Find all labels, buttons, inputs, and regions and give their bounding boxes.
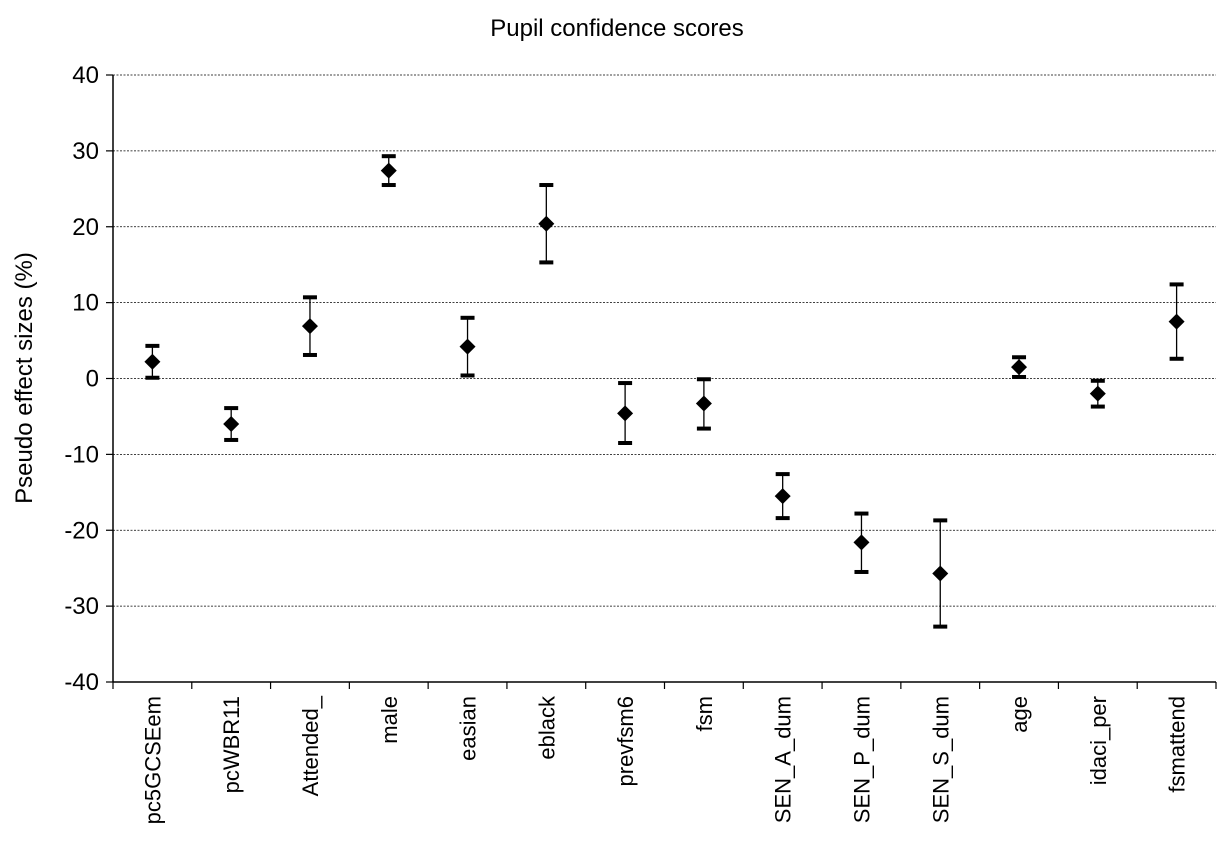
data-point — [774, 488, 791, 505]
x-tick-label: SEN_P_dum — [849, 696, 874, 823]
y-tick-label: -40 — [64, 669, 99, 696]
data-point — [301, 318, 318, 335]
data-point — [380, 162, 397, 179]
y-tick-label: 40 — [72, 62, 99, 89]
x-tick-label: Attended_ — [298, 695, 323, 796]
y-tick-label: -10 — [64, 441, 99, 468]
x-tick-label: pcWBR11 — [219, 696, 244, 793]
data-point — [538, 215, 555, 232]
data-point — [853, 534, 870, 551]
data-point — [1089, 385, 1106, 402]
y-tick-label: -20 — [64, 517, 99, 544]
gridlines — [113, 74, 1216, 607]
axes — [106, 74, 1217, 689]
x-tick-label: prevfsm6 — [613, 696, 638, 786]
x-tick-label: male — [377, 696, 402, 744]
y-tick-label: 0 — [86, 366, 99, 393]
data-point — [459, 338, 476, 355]
y-tick-labels: 40 30 20 10 0 -10 -20 -30 -40 — [64, 62, 99, 696]
data-point — [1168, 313, 1185, 330]
x-tick-labels: pc5GCSEem pcWBR11 Attended_ male easian eblac… — [140, 695, 1189, 824]
x-tick-label: fsm — [692, 696, 717, 731]
data-point — [223, 416, 240, 433]
y-tick-label: -30 — [64, 593, 99, 620]
y-tick-label: 20 — [72, 214, 99, 241]
data-point — [932, 565, 949, 582]
y-axis-label: Pseudo effect sizes (%) — [11, 252, 38, 504]
y-tick-label: 30 — [72, 138, 99, 165]
x-tick-label: easian — [456, 696, 481, 761]
data-point — [1011, 359, 1028, 376]
x-tick-label: fsmattend — [1165, 696, 1190, 793]
chart-title: Pupil confidence scores — [490, 15, 743, 42]
x-tick-label: age — [1007, 696, 1032, 733]
data-point — [144, 353, 161, 370]
x-tick-label: pc5GCSEem — [140, 696, 165, 824]
data-point — [695, 395, 712, 412]
data-point — [617, 405, 634, 422]
x-tick-label: SEN_A_dum — [771, 696, 796, 823]
x-tick-label: idaci_per — [1086, 696, 1111, 785]
x-tick-label: eblack — [534, 695, 559, 760]
y-tick-label: 10 — [72, 290, 99, 317]
data-points — [144, 154, 1185, 629]
x-tick-label: SEN_S_dum — [928, 696, 953, 823]
